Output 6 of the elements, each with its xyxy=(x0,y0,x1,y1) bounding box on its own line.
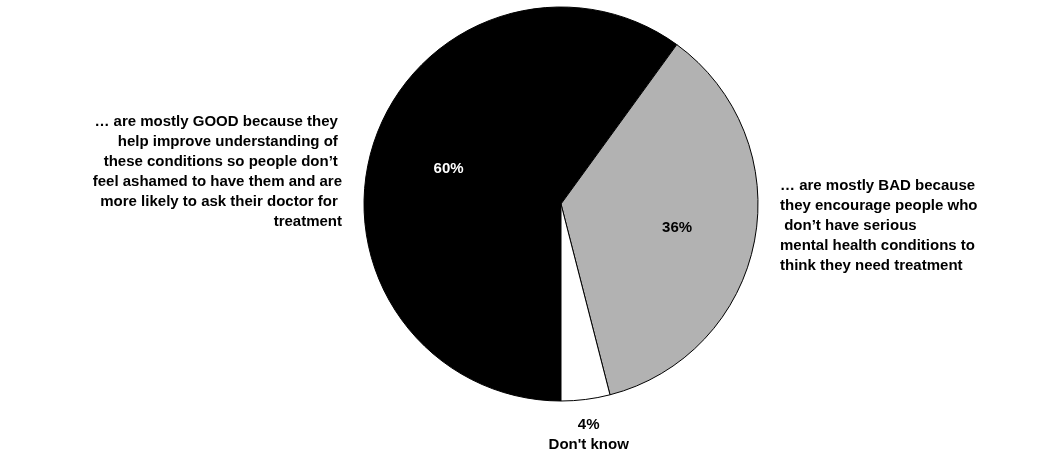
data-label: 60% xyxy=(433,158,464,176)
data-label: 36% xyxy=(662,217,693,235)
slice-label: … are mostly BAD because they encourage people who don’t have serious mental health conditions to think they need treatment xyxy=(780,175,980,273)
slice-label: … are mostly GOOD because they help improve understanding of these conditions so people don’t feel ashamed to have them and are more likely to ask their doctor for treatment xyxy=(92,112,342,230)
slice-label: Don't know xyxy=(548,434,630,452)
data-label: 4% xyxy=(577,414,600,432)
